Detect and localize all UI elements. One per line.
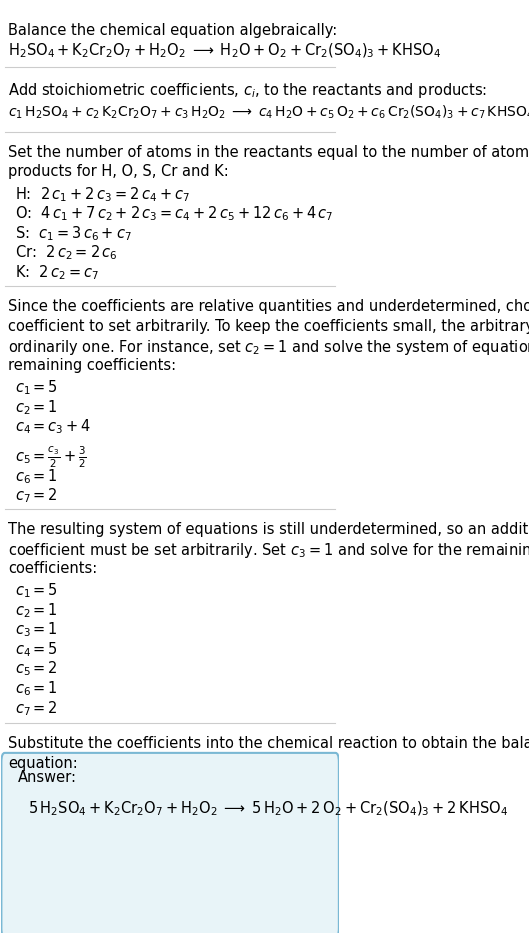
Text: Since the coefficients are relative quantities and underdetermined, choose a: Since the coefficients are relative quan…	[8, 300, 529, 315]
Text: $c_4 = c_3 + 4$: $c_4 = c_3 + 4$	[15, 417, 91, 436]
Text: equation:: equation:	[8, 756, 78, 771]
Text: $c_4 = 5$: $c_4 = 5$	[15, 640, 58, 658]
FancyBboxPatch shape	[2, 753, 339, 934]
Text: remaining coefficients:: remaining coefficients:	[8, 358, 176, 373]
Text: $5\,\mathregular{H_2SO_4} + \mathregular{K_2Cr_2O_7} + \mathregular{H_2O_2} \;\l: $5\,\mathregular{H_2SO_4} + \mathregular…	[29, 800, 508, 818]
Text: $c_7 = 2$: $c_7 = 2$	[15, 487, 58, 505]
Text: Substitute the coefficients into the chemical reaction to obtain the balanced: Substitute the coefficients into the che…	[8, 736, 529, 751]
Text: Add stoichiometric coefficients, $c_i$, to the reactants and products:: Add stoichiometric coefficients, $c_i$, …	[8, 80, 487, 100]
Text: Cr:  $2\,c_2 = 2\,c_6$: Cr: $2\,c_2 = 2\,c_6$	[15, 244, 117, 262]
Text: O:  $4\,c_1 + 7\,c_2 + 2\,c_3 = c_4 + 2\,c_5 + 12\,c_6 + 4\,c_7$: O: $4\,c_1 + 7\,c_2 + 2\,c_3 = c_4 + 2\,…	[15, 205, 333, 223]
Text: products for H, O, S, Cr and K:: products for H, O, S, Cr and K:	[8, 164, 229, 179]
Text: $c_5 = 2$: $c_5 = 2$	[15, 659, 58, 678]
Text: coefficients:: coefficients:	[8, 561, 97, 576]
Text: H:  $2\,c_1 + 2\,c_3 = 2\,c_4 + c_7$: H: $2\,c_1 + 2\,c_3 = 2\,c_4 + c_7$	[15, 185, 190, 204]
Text: $c_2 = 1$: $c_2 = 1$	[15, 601, 58, 620]
Text: S:  $c_1 = 3\,c_6 + c_7$: S: $c_1 = 3\,c_6 + c_7$	[15, 224, 132, 243]
Text: Answer:: Answer:	[19, 770, 77, 785]
Text: $c_1 = 5$: $c_1 = 5$	[15, 378, 58, 397]
Text: $c_2 = 1$: $c_2 = 1$	[15, 398, 58, 417]
Text: $c_1\,\mathregular{H_2SO_4} + c_2\,\mathregular{K_2Cr_2O_7} + c_3\,\mathregular{: $c_1\,\mathregular{H_2SO_4} + c_2\,\math…	[8, 104, 529, 121]
Text: $c_6 = 1$: $c_6 = 1$	[15, 679, 58, 698]
Text: $c_1 = 5$: $c_1 = 5$	[15, 582, 58, 601]
Text: $c_5 = \frac{c_3}{2} + \frac{3}{2}$: $c_5 = \frac{c_3}{2} + \frac{3}{2}$	[15, 445, 87, 470]
Text: Set the number of atoms in the reactants equal to the number of atoms in the: Set the number of atoms in the reactants…	[8, 145, 529, 160]
Text: K:  $2\,c_2 = c_7$: K: $2\,c_2 = c_7$	[15, 263, 99, 282]
Text: $c_6 = 1$: $c_6 = 1$	[15, 467, 58, 486]
Text: $c_3 = 1$: $c_3 = 1$	[15, 621, 58, 640]
Text: ordinarily one. For instance, set $c_2 = 1$ and solve the system of equations fo: ordinarily one. For instance, set $c_2 =…	[8, 338, 529, 358]
Text: The resulting system of equations is still underdetermined, so an additional: The resulting system of equations is sti…	[8, 522, 529, 537]
Text: $\mathregular{H_2SO_4} + \mathregular{K_2Cr_2O_7} + \mathregular{H_2O_2} \;\long: $\mathregular{H_2SO_4} + \mathregular{K_…	[8, 41, 442, 60]
Text: coefficient to set arbitrarily. To keep the coefficients small, the arbitrary va: coefficient to set arbitrarily. To keep …	[8, 318, 529, 334]
Text: coefficient must be set arbitrarily. Set $c_3 = 1$ and solve for the remaining: coefficient must be set arbitrarily. Set…	[8, 542, 529, 560]
Text: $c_7 = 2$: $c_7 = 2$	[15, 699, 58, 717]
Text: Balance the chemical equation algebraically:: Balance the chemical equation algebraica…	[8, 22, 338, 37]
